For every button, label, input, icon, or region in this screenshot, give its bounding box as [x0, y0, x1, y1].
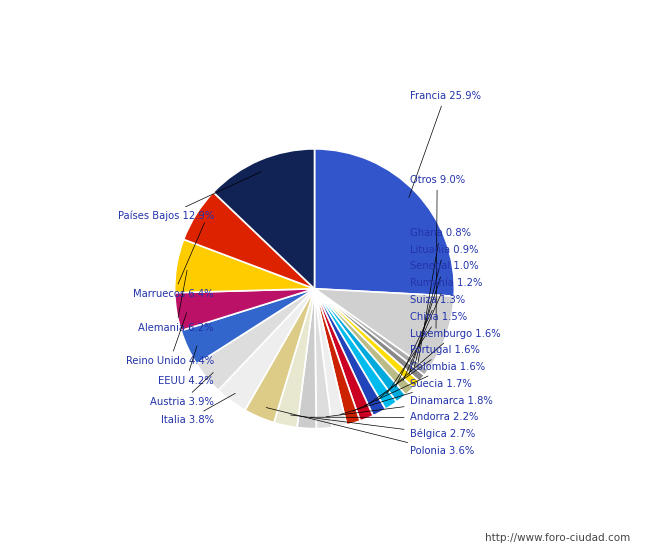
Text: http://www.foro-ciudad.com: http://www.foro-ciudad.com [486, 534, 630, 543]
Wedge shape [315, 289, 419, 388]
Text: Rumanía 1.2%: Rumanía 1.2% [403, 278, 482, 381]
Text: Otros 9.0%: Otros 9.0% [410, 175, 465, 328]
Wedge shape [196, 289, 315, 390]
Wedge shape [274, 289, 315, 427]
Text: Alemania 6.2%: Alemania 6.2% [138, 270, 214, 333]
Text: Manresa - Turistas extranjeros según país - Abril de 2024: Manresa - Turistas extranjeros según paí… [79, 15, 571, 31]
Text: Senegal 1.0%: Senegal 1.0% [409, 261, 478, 375]
Text: Italia 3.8%: Italia 3.8% [161, 393, 235, 425]
Wedge shape [315, 289, 360, 425]
Wedge shape [175, 239, 315, 293]
Text: Francia 25.9%: Francia 25.9% [409, 91, 480, 197]
Text: China 1.5%: China 1.5% [387, 312, 467, 394]
Text: Luxemburgo 1.6%: Luxemburgo 1.6% [376, 328, 500, 401]
Wedge shape [315, 289, 373, 421]
Text: Bélgica 2.7%: Bélgica 2.7% [291, 415, 475, 439]
Text: Lituania 0.9%: Lituania 0.9% [410, 245, 478, 368]
Text: Austria 3.9%: Austria 3.9% [150, 372, 214, 407]
Wedge shape [315, 289, 424, 381]
Text: Suecia 1.7%: Suecia 1.7% [340, 379, 471, 415]
Wedge shape [315, 289, 332, 428]
Wedge shape [175, 289, 315, 331]
Text: Marruecos 6.4%: Marruecos 6.4% [133, 223, 214, 299]
Text: Ghana 0.8%: Ghana 0.8% [410, 228, 471, 363]
Wedge shape [315, 289, 428, 375]
Wedge shape [184, 192, 315, 289]
Wedge shape [315, 289, 385, 416]
Wedge shape [297, 289, 317, 428]
Text: Polonia 3.6%: Polonia 3.6% [266, 408, 474, 456]
Text: Andorra 2.2%: Andorra 2.2% [310, 412, 478, 422]
Wedge shape [315, 289, 454, 370]
Text: Reino Unido 4.4%: Reino Unido 4.4% [125, 312, 214, 366]
Text: Colombia 1.6%: Colombia 1.6% [353, 362, 485, 411]
Text: EEUU 4.2%: EEUU 4.2% [158, 346, 214, 386]
Text: Portugal 1.6%: Portugal 1.6% [365, 345, 480, 406]
Text: Dinamarca 1.8%: Dinamarca 1.8% [326, 395, 492, 417]
Wedge shape [315, 289, 396, 409]
Wedge shape [315, 289, 413, 395]
Text: Países Bajos 12.9%: Países Bajos 12.9% [118, 172, 261, 221]
Wedge shape [218, 289, 315, 410]
Wedge shape [181, 289, 315, 364]
Wedge shape [315, 149, 454, 296]
Wedge shape [315, 289, 406, 402]
Wedge shape [245, 289, 315, 422]
Text: Suiza 1.3%: Suiza 1.3% [395, 295, 465, 387]
Wedge shape [213, 149, 315, 289]
Wedge shape [315, 289, 346, 427]
